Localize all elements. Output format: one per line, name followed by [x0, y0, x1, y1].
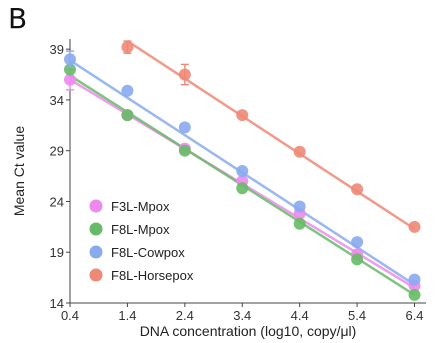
y-tick-label: 24	[50, 194, 64, 209]
legend-swatch	[89, 222, 103, 236]
data-points	[64, 40, 421, 301]
legend-item: F8L-Horsepox	[89, 268, 194, 283]
y-tick-labels: 14 19 24 29 34 39	[50, 42, 70, 311]
legend-label: F8L-Cowpox	[111, 245, 185, 260]
data-point-f8l-cowpox	[121, 84, 134, 97]
data-point-f8l-mpox	[408, 288, 421, 301]
data-point-f8l-mpox	[236, 182, 249, 195]
data-point-f8l-cowpox	[178, 121, 191, 134]
legend-item: F8L-Mpox	[89, 222, 170, 237]
legend-label: F8L-Horsepox	[111, 268, 194, 283]
x-axis-label: DNA concentration (log10, copy/μl)	[140, 323, 357, 339]
data-point-f8l-mpox	[351, 253, 364, 266]
data-point-f3l-mpox	[64, 73, 76, 86]
data-point-f8l-cowpox	[293, 200, 306, 213]
y-tick-label: 29	[50, 144, 64, 159]
x-tick-label: 0.4	[61, 308, 79, 323]
y-tick-label: 34	[50, 93, 64, 108]
data-point-f8l-horsepox	[178, 68, 191, 81]
panel-label: B	[8, 2, 28, 35]
data-point-f8l-horsepox	[408, 220, 421, 233]
legend-label: F8L-Mpox	[111, 222, 170, 237]
data-point-f8l-horsepox	[121, 41, 134, 54]
x-tick-label: 6.4	[405, 308, 423, 323]
y-tick-label: 14	[50, 296, 64, 311]
y-axis-label: Mean Ct value	[11, 126, 27, 216]
data-point-f8l-cowpox	[236, 165, 249, 177]
x-tick-label: 3.4	[233, 308, 251, 323]
data-point-f8l-horsepox	[236, 109, 249, 122]
data-point-f8l-cowpox	[351, 236, 364, 249]
data-point-f8l-mpox	[293, 217, 306, 230]
x-tick-label: 5.4	[348, 308, 366, 323]
data-point-f8l-mpox	[178, 144, 191, 157]
x-tick-label: 1.4	[118, 308, 136, 323]
y-tick-label: 39	[50, 42, 64, 57]
x-tick-labels: 0.4 1.4 2.4 3.4 4.4 5.4 6.4	[61, 303, 424, 323]
x-tick-label: 2.4	[176, 308, 194, 323]
data-point-f8l-cowpox	[64, 53, 76, 66]
fit-line-f8l-horsepox	[126, 39, 416, 230]
legend: F3L-Mpox F8L-Mpox F8L-Cowpox F8L-Horsepox	[89, 199, 194, 283]
x-tick-label: 4.4	[291, 308, 309, 323]
legend-swatch	[89, 245, 103, 259]
legend-item: F8L-Cowpox	[89, 245, 185, 260]
legend-swatch	[89, 199, 103, 213]
legend-label: F3L-Mpox	[111, 199, 170, 214]
data-point-f8l-horsepox	[293, 145, 306, 158]
legend-swatch	[89, 268, 103, 282]
data-point-f8l-cowpox	[408, 273, 421, 286]
data-point-f8l-horsepox	[351, 183, 364, 196]
y-tick-label: 19	[50, 245, 64, 260]
data-point-f8l-mpox	[64, 63, 76, 76]
legend-item: F3L-Mpox	[89, 199, 170, 214]
data-point-f8l-mpox	[121, 109, 134, 122]
